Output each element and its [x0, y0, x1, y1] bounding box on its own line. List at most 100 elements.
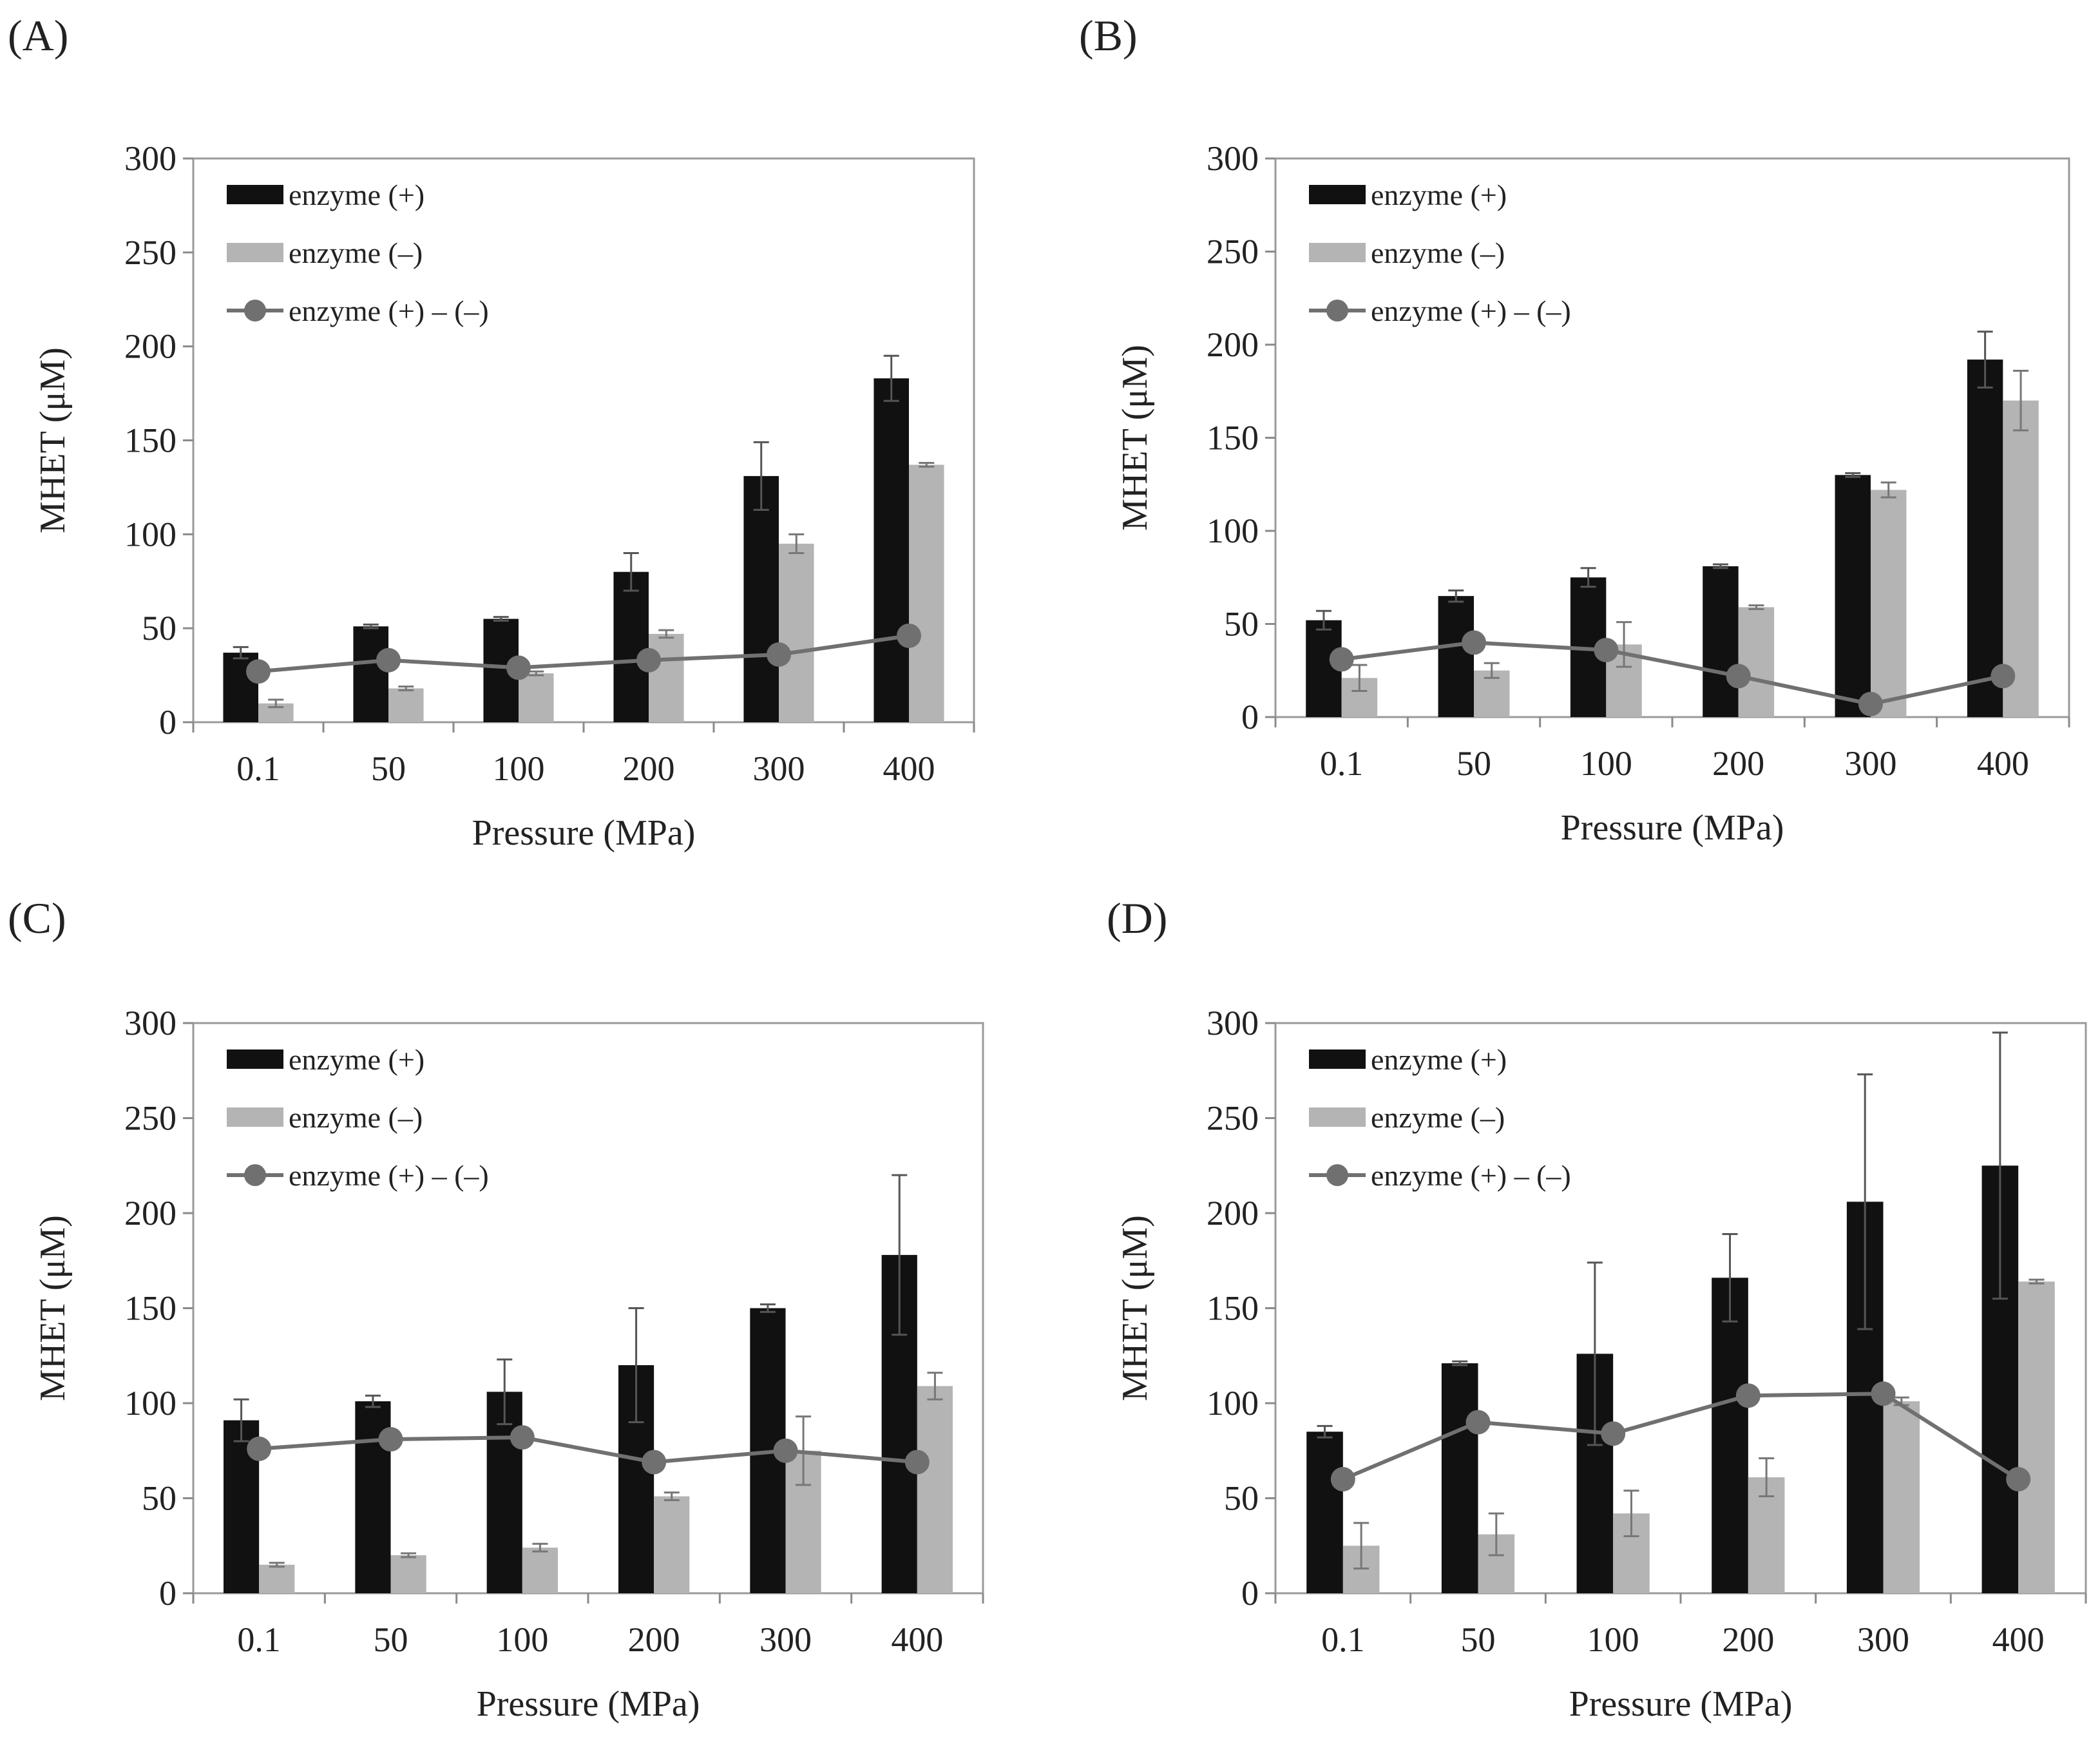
y-tick-label: 0: [159, 1574, 177, 1613]
series-enzyme-plus: [223, 1174, 917, 1593]
y-tick-label: 150: [1207, 1289, 1259, 1328]
legend-label: enzyme (–): [289, 236, 423, 269]
x-tick-label: 50: [1456, 744, 1491, 783]
y-axis-title: MHET (μM): [33, 1215, 73, 1401]
legend-swatch: [1309, 243, 1366, 262]
x-tick-label: 400: [1977, 744, 2029, 783]
y-tick-label: 300: [1207, 139, 1259, 178]
difference-marker: [897, 623, 921, 648]
difference-marker: [1990, 664, 2016, 689]
bar: [909, 465, 944, 722]
bar: [1835, 475, 1871, 717]
difference-line: [258, 633, 910, 674]
bar: [1883, 1401, 1920, 1593]
legend-swatch: [1309, 185, 1366, 204]
legend-swatch: [1309, 1107, 1366, 1127]
y-tick-label: 300: [1207, 1004, 1259, 1042]
legend-label: enzyme (+): [1371, 1043, 1507, 1076]
series-enzyme-plus: [1306, 331, 2003, 717]
chart-panel-a: (A) 0 50 100 150 200 250 300 0.1 50 100 200 300 400 Pr…: [8, 11, 975, 853]
series-enzyme-minus: [258, 462, 944, 722]
y-tick-label: 0: [159, 703, 177, 742]
x-tick-label: 300: [759, 1620, 812, 1659]
x-tick-label: 50: [1461, 1620, 1496, 1659]
bar: [779, 543, 814, 722]
y-tick-label: 200: [1207, 1194, 1259, 1232]
bar: [486, 1392, 522, 1593]
x-axis-title: Pressure (MPa): [1561, 808, 1784, 848]
y-tick-label: 250: [124, 233, 177, 272]
difference-marker: [378, 1427, 403, 1452]
x-tick-label: 0.1: [1320, 744, 1364, 783]
y-tick-label: 100: [1207, 1384, 1259, 1423]
difference-marker: [1601, 1421, 1626, 1446]
bar: [873, 378, 909, 722]
y-tick-label: 50: [1224, 605, 1259, 644]
y-tick-label: 50: [142, 609, 177, 647]
legend: enzyme (+) enzyme (–) enzyme (+) – (–): [1309, 1043, 1571, 1192]
x-tick-label: 400: [891, 1620, 943, 1659]
bar: [654, 1496, 690, 1593]
x-axis: 0.1 50 100 200 300 400: [1274, 1593, 2087, 1659]
panel-label: (D): [1107, 894, 1167, 943]
x-tick-label: 0.1: [1321, 1620, 1365, 1659]
y-axis-title: MHET (μM): [33, 347, 73, 533]
x-tick-label: 300: [1857, 1620, 1909, 1659]
bar: [388, 688, 424, 722]
legend-label: enzyme (+) – (–): [289, 1159, 489, 1192]
bar: [2018, 1281, 2055, 1593]
legend-swatch: [227, 1049, 283, 1069]
difference-marker: [510, 1425, 535, 1450]
difference-marker: [1329, 647, 1354, 672]
legend-label: enzyme (–): [289, 1101, 423, 1134]
difference-line: [258, 1435, 918, 1464]
difference-marker: [1735, 1383, 1761, 1408]
y-tick-label: 0: [1241, 698, 1259, 736]
x-tick-label: 100: [1580, 744, 1632, 783]
x-tick-label: 100: [496, 1620, 548, 1659]
y-tick-label: 200: [1207, 325, 1259, 364]
x-tick-label: 100: [1587, 1620, 1639, 1659]
difference-marker: [247, 1436, 272, 1461]
series-enzyme-plus: [223, 354, 909, 722]
legend-label: enzyme (+): [289, 178, 425, 211]
y-axis: 0 50 100 150 200 250 300: [1207, 139, 1275, 736]
y-tick-label: 100: [124, 515, 177, 553]
series-enzyme-minus: [259, 1372, 953, 1593]
y-tick-label: 200: [124, 1194, 177, 1232]
y-tick-label: 50: [1224, 1479, 1259, 1518]
bar: [1438, 596, 1474, 717]
difference-marker: [904, 1450, 930, 1475]
difference-marker: [767, 642, 791, 667]
x-tick-label: 300: [753, 749, 805, 788]
y-axis: 0 50 100 150 200 250 300: [1207, 1004, 1275, 1613]
bar: [649, 633, 684, 722]
bar: [743, 475, 779, 722]
series-enzyme-difference: [1329, 630, 2016, 716]
y-tick-label: 100: [1207, 512, 1259, 550]
y-tick-label: 250: [1207, 233, 1259, 271]
legend-label: enzyme (+): [1371, 178, 1507, 211]
chart-panel-b: (B) 0 50 100 150 200 250 300 0.1 50 100 200 300 400 Pr…: [1079, 11, 2070, 848]
legend-swatch-marker: [244, 300, 266, 321]
legend-swatch: [227, 1107, 283, 1127]
y-tick-label: 250: [124, 1099, 177, 1138]
legend: enzyme (+) enzyme (–) enzyme (+) – (–): [227, 1043, 489, 1192]
y-tick-label: 100: [124, 1384, 177, 1423]
bar: [1871, 490, 1907, 717]
x-tick-label: 200: [1722, 1620, 1774, 1659]
plot-area: [192, 157, 975, 723]
legend-label: enzyme (–): [1371, 236, 1505, 269]
bar: [390, 1555, 426, 1593]
bar: [613, 571, 649, 722]
difference-marker: [636, 647, 661, 673]
bar: [353, 626, 388, 722]
bar: [522, 1548, 558, 1593]
panel-label: (B): [1079, 11, 1138, 60]
legend-label: enzyme (+) – (–): [1371, 294, 1571, 327]
y-tick-label: 300: [124, 139, 177, 178]
y-tick-label: 250: [1207, 1099, 1259, 1138]
y-tick-label: 300: [124, 1004, 177, 1042]
x-tick-label: 50: [374, 1620, 408, 1659]
